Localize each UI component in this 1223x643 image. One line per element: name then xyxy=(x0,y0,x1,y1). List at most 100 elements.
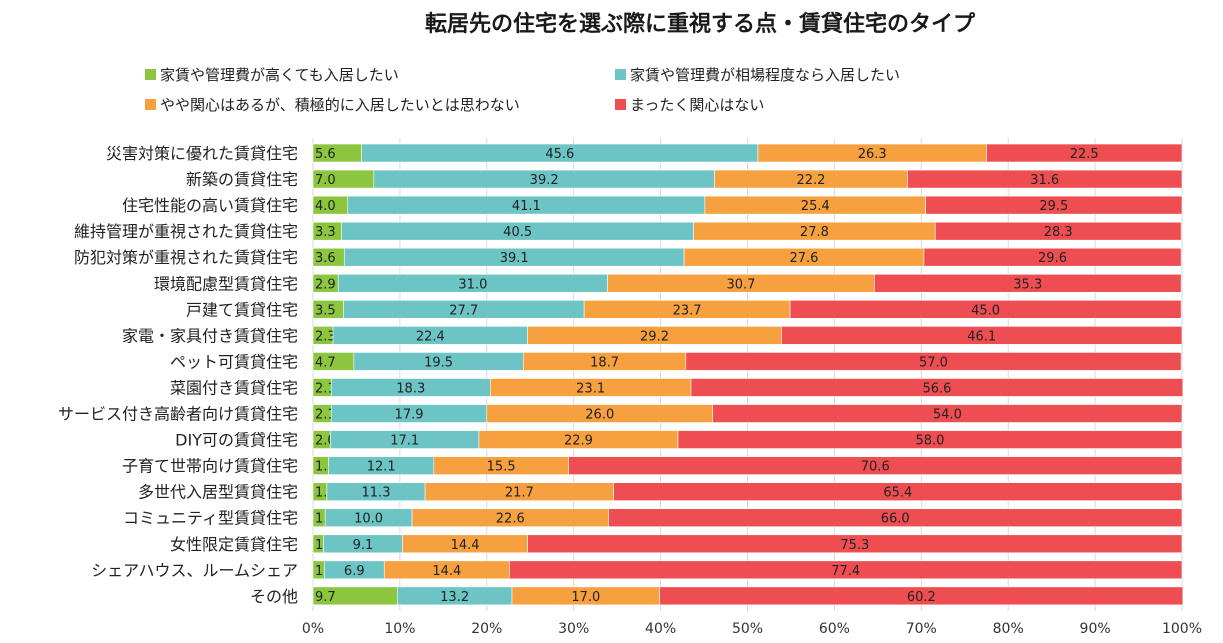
legend-label: 家賃や管理費が相場程度なら入居したい xyxy=(630,66,901,84)
category-label: 防犯対策が重視された賃貸住宅 xyxy=(74,248,298,267)
bar-segment xyxy=(568,456,1183,475)
legend-label: やや関心はあるが、積極的に入居したいとは思わない xyxy=(160,96,520,114)
category-label: DIY可の賃貸住宅 xyxy=(175,431,298,450)
category-label: 新築の賃貸住宅 xyxy=(186,170,298,189)
bar-segment xyxy=(613,482,1183,501)
data-label: 46.1 xyxy=(967,329,996,344)
data-label: 41.1 xyxy=(512,199,541,214)
chart-title: 転居先の住宅を選ぶ際に重視する点・賃貸住宅のタイプ xyxy=(425,12,976,37)
bar-segment xyxy=(923,247,1182,267)
data-label: 29.5 xyxy=(1039,199,1068,214)
category-label: コミュニティ型賃貸住宅 xyxy=(123,509,298,528)
category-label: その他 xyxy=(250,587,298,606)
data-label: 9.1 xyxy=(353,538,374,553)
data-label: 54.0 xyxy=(933,408,962,423)
data-label: 23.7 xyxy=(673,303,702,318)
data-label: 60.2 xyxy=(907,590,936,605)
bar-segment xyxy=(925,195,1183,215)
data-label: 10.0 xyxy=(354,512,383,527)
category-label: 戸建て賃貸住宅 xyxy=(186,300,298,319)
data-label: 17.0 xyxy=(571,590,600,605)
data-label: 22.2 xyxy=(796,173,825,188)
bar-segment xyxy=(509,560,1183,580)
data-label: 27.8 xyxy=(800,225,829,240)
x-tick-label: 70% xyxy=(906,621,937,637)
category-label: 家電・家具付き賃貸住宅 xyxy=(122,326,298,345)
bar-segment xyxy=(781,326,1183,345)
data-label: 39.2 xyxy=(530,173,559,188)
data-label: 19.5 xyxy=(424,355,453,370)
bar-segment xyxy=(685,352,1182,371)
data-label: 4.7 xyxy=(315,355,336,370)
x-tick-label: 60% xyxy=(819,621,850,637)
legend-label: 家賃や管理費が高くても入居したい xyxy=(160,66,399,84)
category-label: 災害対策に優れた賃貸住宅 xyxy=(106,144,298,163)
category-label: サービス付き高齢者向け賃貸住宅 xyxy=(58,405,298,424)
data-label: 31.6 xyxy=(1030,173,1059,188)
data-label: 40.5 xyxy=(503,225,532,240)
data-label: 9.7 xyxy=(315,590,336,605)
legend-item-somewhat-interested: やや関心はあるが、積極的に入居したいとは思わない xyxy=(145,94,520,115)
data-label: 29.2 xyxy=(640,329,669,344)
legend-item-not-interested: まったく関心はない xyxy=(615,94,764,115)
x-tick-label: 80% xyxy=(993,621,1024,637)
data-label: 58.0 xyxy=(916,434,945,449)
data-label: 2.1 xyxy=(315,381,336,396)
x-tick-label: 90% xyxy=(1080,621,1111,637)
x-tick-label: 30% xyxy=(558,621,589,637)
x-tick-label: 20% xyxy=(471,621,502,637)
category-label: 子育て世帯向け賃貸住宅 xyxy=(122,457,298,476)
data-label: 22.9 xyxy=(564,434,593,449)
data-label: 26.0 xyxy=(585,408,614,423)
legend-label: まったく関心はない xyxy=(630,96,765,114)
legend-swatch-orange xyxy=(145,99,156,110)
legend-swatch-red xyxy=(615,99,626,110)
data-label: 39.1 xyxy=(500,251,529,266)
data-label: 4.0 xyxy=(315,199,336,214)
data-label: 11.3 xyxy=(362,486,391,501)
bar-segment xyxy=(527,534,1183,554)
data-label: 29.6 xyxy=(1038,251,1067,266)
bar-segment xyxy=(907,169,1183,189)
category-label: 菜園付き賃貸住宅 xyxy=(170,378,298,397)
data-label: 21.7 xyxy=(505,486,534,501)
data-label: 22.5 xyxy=(1070,147,1099,162)
data-label: 6.9 xyxy=(344,564,365,579)
x-tick-label: 100% xyxy=(1162,621,1202,637)
category-label: 女性限定賃貸住宅 xyxy=(170,535,298,554)
data-label: 45.6 xyxy=(545,147,574,162)
data-label: 3.6 xyxy=(315,251,336,266)
data-label: 14.4 xyxy=(451,538,480,553)
x-tick-label: 10% xyxy=(384,621,415,637)
category-label: シェアハウス、ルームシェア xyxy=(91,561,298,580)
data-label: 23.1 xyxy=(576,381,605,396)
data-label: 3.3 xyxy=(315,225,336,240)
bar-segment xyxy=(608,508,1183,528)
data-label: 13.2 xyxy=(440,590,469,605)
legend-item-market-rent: 家賃や管理費が相場程度なら入居したい xyxy=(615,64,900,85)
data-label: 27.6 xyxy=(790,251,819,266)
data-label: 5.6 xyxy=(315,147,336,162)
data-label: 45.0 xyxy=(971,303,1000,318)
data-label: 17.1 xyxy=(390,434,419,449)
bar-segment xyxy=(712,404,1183,423)
data-label: 18.3 xyxy=(396,381,425,396)
category-label: 環境配慮型賃貸住宅 xyxy=(154,274,298,293)
data-label: 35.3 xyxy=(1013,277,1042,292)
bar-segment xyxy=(789,300,1182,319)
bar-segment xyxy=(874,273,1182,293)
data-label: 66.0 xyxy=(881,512,910,527)
data-label: 22.6 xyxy=(496,512,525,527)
legend-swatch-green xyxy=(145,69,156,80)
data-label: 25.4 xyxy=(801,199,830,214)
legend-item-high-rent: 家賃や管理費が高くても入居したい xyxy=(145,64,399,85)
data-label: 3.5 xyxy=(315,303,336,318)
data-label: 70.6 xyxy=(861,460,890,475)
data-label: 56.6 xyxy=(922,381,951,396)
data-label: 31.0 xyxy=(458,277,487,292)
bar-segment xyxy=(677,430,1183,449)
data-label: 12.1 xyxy=(367,460,396,475)
category-label: 維持管理が重視された賃貸住宅 xyxy=(74,222,298,241)
bar-segment xyxy=(690,378,1184,397)
data-label: 65.4 xyxy=(883,486,912,501)
